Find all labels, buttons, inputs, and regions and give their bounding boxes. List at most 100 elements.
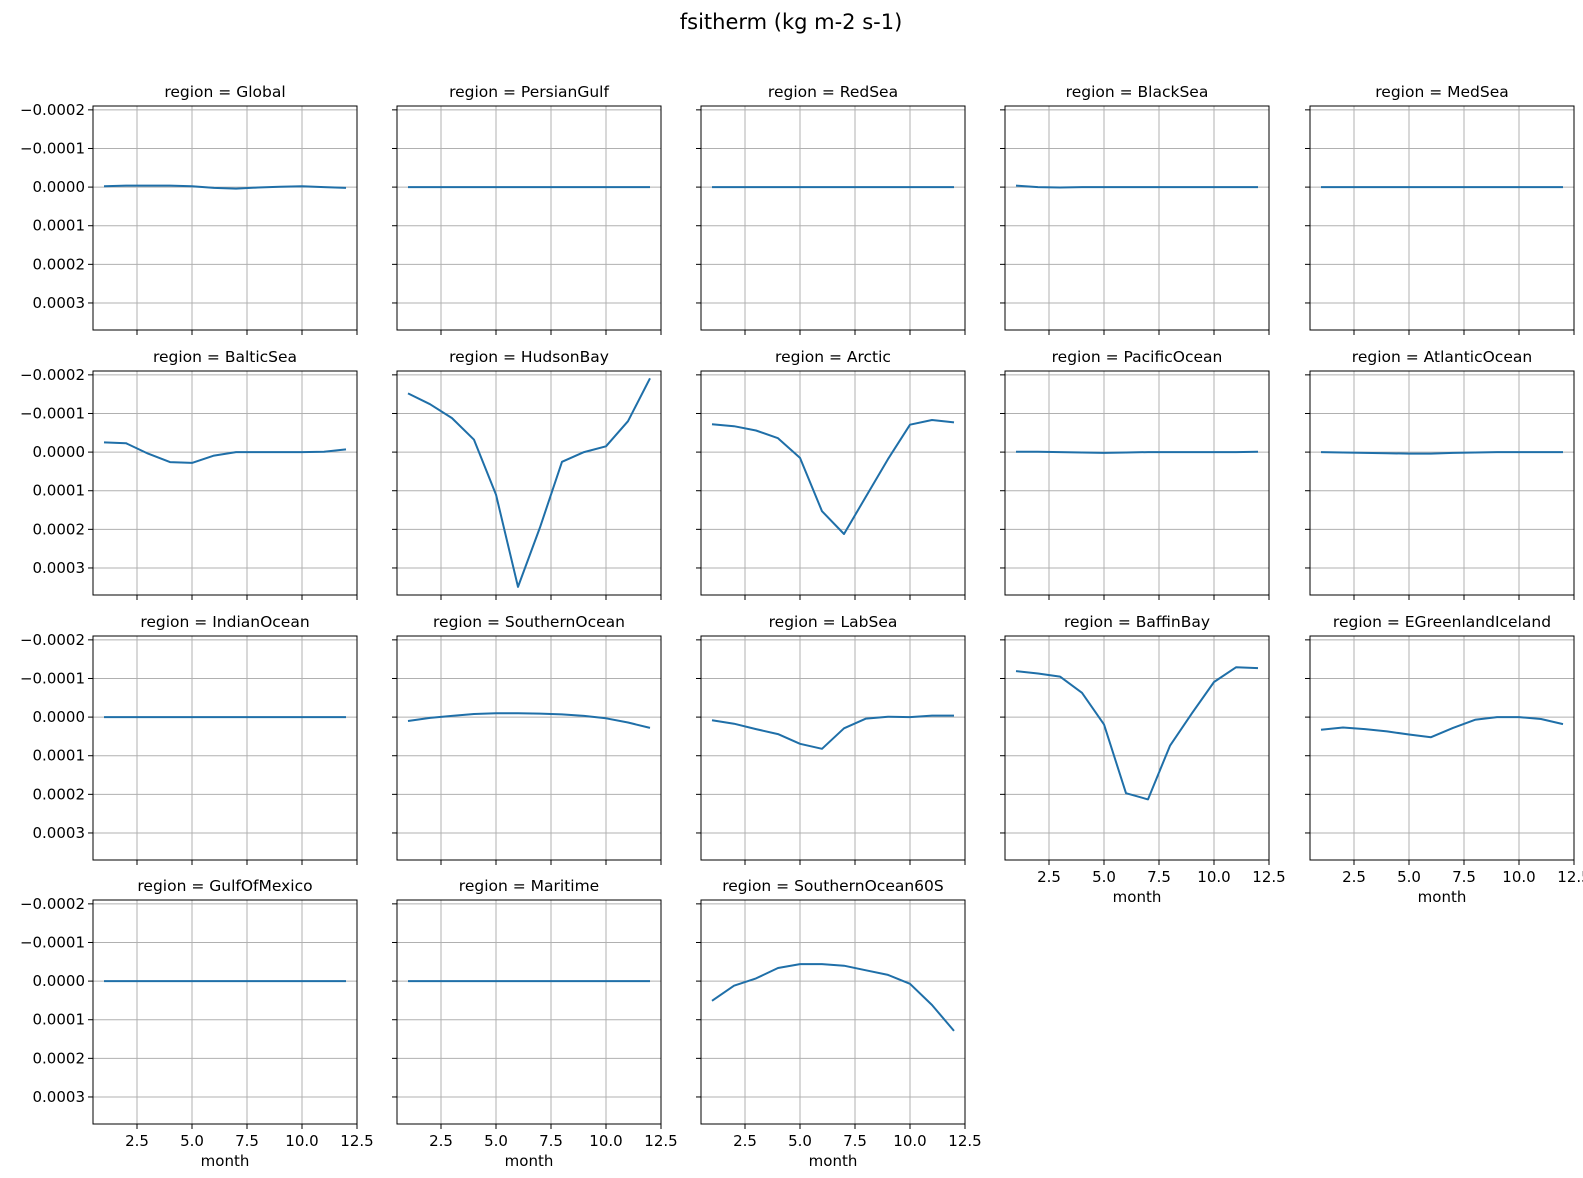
plot-frame <box>1004 370 1270 596</box>
y-tick-label: 0.0003 <box>33 559 86 577</box>
panel-title: region = MedSea <box>1375 83 1508 101</box>
plot-frame <box>396 635 662 861</box>
y-tick-label: 0.0002 <box>33 1049 86 1067</box>
x-tick-label: 12.5 <box>1252 868 1285 886</box>
panel-title: region = BaffinBay <box>1064 613 1210 631</box>
y-tick-label: −0.0001 <box>20 933 85 951</box>
panel-11: −0.0002 −0.0001 0.0000 0.0001 0.0002 0.0003 re… <box>20 613 358 865</box>
panel-8: region = Arctic <box>696 348 966 600</box>
y-tick-label: 0.0000 <box>33 443 86 461</box>
x-tick-label: 10.0 <box>589 1132 622 1150</box>
panel-15: 2.5 5.0 7.5 10.0 12.5 month region = EGreenlan… <box>1305 613 1583 906</box>
plot-frame <box>700 899 966 1125</box>
series-line <box>1320 451 1563 455</box>
plot-frame <box>92 105 358 331</box>
x-tick-label: 2.5 <box>1342 868 1366 886</box>
x-axis-label: month <box>1418 888 1467 906</box>
panel-6: −0.0002 −0.0001 0.0000 0.0001 0.0002 0.0003 re… <box>20 348 358 600</box>
x-axis-label: month <box>201 1152 250 1170</box>
y-tick-label: 0.0000 <box>33 708 86 726</box>
panel-4: region = BlackSea <box>1000 83 1270 335</box>
x-tick-label: 12.5 <box>340 1132 373 1150</box>
y-tick-label: 0.0001 <box>33 217 86 235</box>
series-line <box>1015 184 1258 189</box>
panel-3: region = RedSea <box>696 83 966 335</box>
panel-16: −0.0002 −0.0001 0.0000 0.0001 0.0002 0.0003 2.… <box>20 877 374 1170</box>
y-tick-label: 0.0003 <box>33 294 86 312</box>
x-tick-label: 7.5 <box>1147 868 1171 886</box>
panel-17: 2.5 5.0 7.5 10.0 12.5 month region = Maritime <box>392 877 678 1170</box>
x-tick-label: 12.5 <box>948 1132 981 1150</box>
x-tick-label: 2.5 <box>429 1132 453 1150</box>
x-axis-label: month <box>1113 888 1162 906</box>
x-tick-label: 7.5 <box>843 1132 867 1150</box>
series-line <box>711 714 954 750</box>
panel-title: region = GulfOfMexico <box>137 877 312 895</box>
panel-title: region = SouthernOcean60S <box>722 877 944 895</box>
x-tick-label: 5.0 <box>484 1132 508 1150</box>
plot-frame <box>92 899 358 1125</box>
plot-frame <box>396 105 662 331</box>
y-tick-label: 0.0002 <box>33 255 86 273</box>
series-line <box>1015 666 1259 801</box>
panel-18: 2.5 5.0 7.5 10.0 12.5 month region = SouthernO… <box>696 877 982 1170</box>
y-tick-label: −0.0001 <box>20 139 85 157</box>
panel-2: region = PersianGulf <box>392 83 662 335</box>
x-tick-label: 12.5 <box>644 1132 677 1150</box>
panel-10: region = AtlanticOcean <box>1305 348 1575 600</box>
y-tick-label: 0.0003 <box>33 1088 86 1106</box>
panel-title: region = RedSea <box>768 83 898 101</box>
panel-title: region = SouthernOcean <box>433 613 625 631</box>
x-tick-label: 7.5 <box>1452 868 1476 886</box>
x-tick-label: 5.0 <box>1092 868 1116 886</box>
y-tick-label: −0.0001 <box>20 404 85 422</box>
plot-frame <box>700 370 966 596</box>
panel-title: region = AtlanticOcean <box>1352 348 1532 366</box>
y-tick-label: 0.0002 <box>33 785 86 803</box>
y-tick-label: −0.0002 <box>20 366 85 384</box>
plot-frame <box>1309 635 1575 861</box>
x-tick-label: 10.0 <box>1197 868 1230 886</box>
plot-frame <box>700 105 966 331</box>
plot-frame <box>700 635 966 861</box>
y-tick-label: 0.0001 <box>33 1011 86 1029</box>
panel-5: region = MedSea <box>1305 83 1575 335</box>
y-tick-label: 0.0000 <box>33 178 86 196</box>
panel-title: region = IndianOcean <box>140 613 309 631</box>
panel-title: region = PersianGulf <box>449 83 609 101</box>
y-tick-label: −0.0002 <box>20 101 85 119</box>
series-line <box>407 712 651 729</box>
panel-12: region = SouthernOcean <box>392 613 662 865</box>
panel-title: region = Maritime <box>459 877 599 895</box>
plot-frame <box>92 635 358 861</box>
y-tick-label: −0.0002 <box>20 631 85 649</box>
plot-frame <box>1309 105 1575 331</box>
panel-title: region = BlackSea <box>1066 83 1209 101</box>
panel-14: 2.5 5.0 7.5 10.0 12.5 month region = BaffinBay <box>1000 613 1286 906</box>
panel-title: region = PacificOcean <box>1052 348 1223 366</box>
series-line <box>1016 450 1259 454</box>
plot-frame <box>1004 635 1270 861</box>
panel-title: region = Global <box>164 83 285 101</box>
y-tick-label: 0.0001 <box>33 747 86 765</box>
panel-title: region = BalticSea <box>153 348 297 366</box>
panel-1: −0.0002 −0.0001 0.0000 0.0001 0.0002 0.0003 re… <box>20 83 358 335</box>
x-axis-label: month <box>505 1152 554 1170</box>
plot-frame <box>1309 370 1575 596</box>
x-tick-label: 12.5 <box>1557 868 1583 886</box>
plot-frame <box>396 370 662 596</box>
x-axis-label: month <box>809 1152 858 1170</box>
x-tick-label: 5.0 <box>788 1132 812 1150</box>
panel-title: region = HudsonBay <box>449 348 609 366</box>
y-tick-label: −0.0001 <box>20 669 85 687</box>
y-tick-label: 0.0000 <box>33 972 86 990</box>
panel-title: region = EGreenlandIceland <box>1333 613 1551 631</box>
plot-frame <box>396 899 662 1125</box>
series-line <box>711 963 955 1032</box>
panel-grid: −0.0002 −0.0001 0.0000 0.0001 0.0002 0.0003 re… <box>20 83 1583 1170</box>
panel-title: region = Arctic <box>775 348 891 366</box>
series-line <box>103 184 347 190</box>
series-line <box>407 377 651 588</box>
plot-frame <box>92 370 358 596</box>
